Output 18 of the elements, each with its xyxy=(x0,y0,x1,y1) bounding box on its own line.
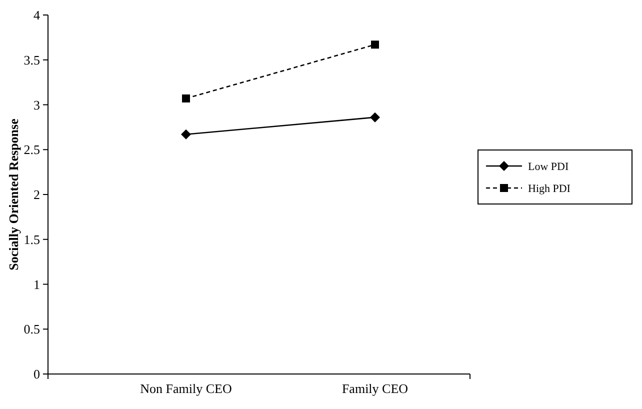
x-tick-label: Family CEO xyxy=(342,381,408,396)
y-tick-label: 1 xyxy=(34,276,40,292)
x-tick-label: Non Family CEO xyxy=(140,381,232,396)
y-tick-label: 4 xyxy=(34,8,40,23)
legend-label: High PDI xyxy=(528,182,571,195)
legend-label: Low PDI xyxy=(528,160,569,173)
y-tick-label: 2 xyxy=(34,187,40,202)
point xyxy=(182,94,190,102)
y-tick-label: 3 xyxy=(34,97,40,112)
y-tick-label: 2.5 xyxy=(24,142,40,158)
y-tick-label: 0 xyxy=(34,366,40,382)
y-tick-label: 0.5 xyxy=(24,322,40,337)
point xyxy=(181,129,191,140)
y-axis-title: Socially Oriented Response xyxy=(6,118,21,270)
y-tick-label: 3.5 xyxy=(24,52,40,68)
y-tick-label: 1.5 xyxy=(24,232,40,247)
point xyxy=(370,112,380,122)
point xyxy=(371,40,379,49)
